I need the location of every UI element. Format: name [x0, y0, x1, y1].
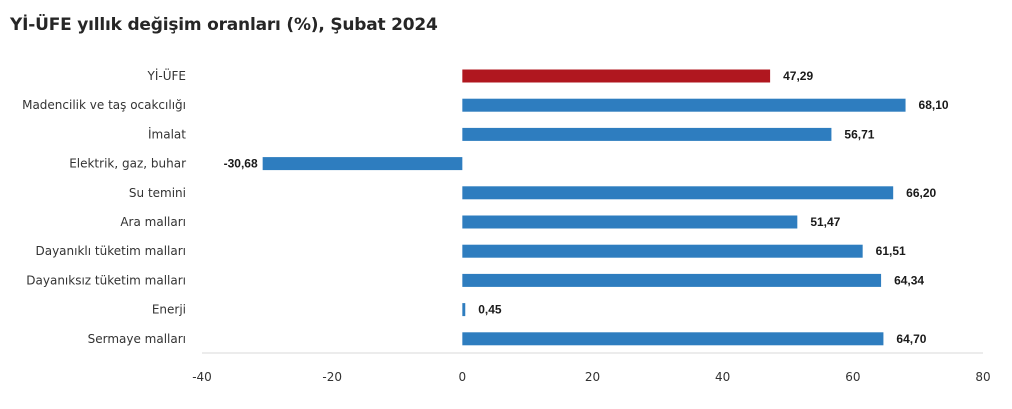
x-tick-label: 20	[585, 370, 600, 384]
x-tick-label: 40	[715, 370, 730, 384]
bar	[462, 127, 832, 141]
bars-layer: Yİ-ÜFE 47,29 Madencilik ve taş ocakcılığı 6…	[22, 67, 949, 346]
bar	[462, 69, 771, 83]
data-label: 64,70	[896, 332, 926, 346]
category-label: Dayanıklı tüketim malları	[35, 244, 186, 258]
bar	[462, 215, 798, 229]
bar	[462, 98, 906, 112]
category-label: Su temini	[129, 186, 186, 200]
data-label: 56,71	[844, 127, 874, 141]
category-label: İmalat	[148, 126, 186, 141]
bar	[462, 244, 863, 258]
bar	[462, 303, 466, 317]
x-tick-label: -40	[192, 370, 212, 384]
data-label: 0,45	[478, 303, 502, 317]
category-label: Dayanıksız tüketim malları	[26, 273, 186, 287]
x-tick-label: -20	[322, 370, 342, 384]
category-label: Elektrik, gaz, buhar	[69, 157, 186, 171]
category-label: Enerji	[152, 303, 186, 317]
data-label: 47,29	[783, 69, 813, 83]
data-label: 51,47	[810, 215, 840, 229]
data-label: -30,68	[224, 157, 258, 171]
data-label: 66,20	[906, 186, 936, 200]
category-label: Yİ-ÜFE	[147, 67, 186, 83]
data-label: 61,51	[876, 244, 906, 258]
category-label: Sermaye malları	[88, 332, 186, 346]
bar	[462, 332, 884, 346]
bar	[262, 157, 463, 171]
axis-layer: -40 -20 0 20 40 60 80	[192, 352, 991, 384]
category-label: Madencilik ve taş ocakcılığı	[22, 98, 186, 112]
x-tick-label: 60	[845, 370, 860, 384]
chart-title: Yİ-ÜFE yıllık değişim oranları (%), Şuba…	[10, 15, 438, 35]
category-label: Ara malları	[120, 215, 186, 229]
data-label: 64,34	[894, 273, 924, 287]
data-label: 68,10	[919, 98, 949, 112]
bar	[462, 186, 894, 200]
x-tick-label: 80	[975, 370, 990, 384]
x-tick-label: 0	[459, 370, 467, 384]
bar	[462, 273, 882, 287]
